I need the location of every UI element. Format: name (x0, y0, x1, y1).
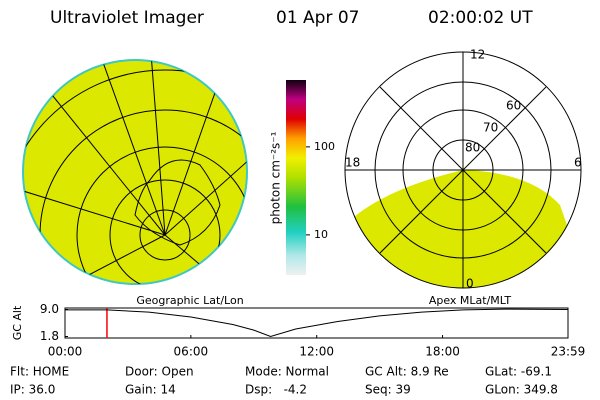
status-field: IP: 36.0 (10, 383, 55, 397)
left-label: Geographic Lat/Lon (136, 294, 243, 307)
mlt-label: 12 (470, 48, 485, 62)
status-field: Door: Open (125, 365, 194, 379)
y-tick-label: 1.8 (40, 329, 59, 343)
mlt-label: 6 (574, 156, 582, 170)
time: 02:00:02 UT (428, 8, 533, 28)
status-field: Flt: HOME (10, 365, 69, 379)
lat-label: 60 (506, 99, 521, 113)
altitude-line (65, 308, 569, 338)
colorbar-tick-label: 10 (314, 228, 328, 241)
lat-label: 80 (465, 141, 480, 155)
title: Ultraviolet Imager (50, 8, 204, 28)
right-label: Apex MLat/MLT (429, 294, 512, 307)
status-field: GC Alt: 8.9 Re (365, 365, 449, 379)
colorbar-label: photon cm⁻²s⁻¹ (269, 131, 283, 224)
status-field: Dsp: -4.2 (245, 383, 307, 397)
x-tick-label: 00:00 (48, 345, 83, 359)
x-tick-label: 23:59 (551, 345, 586, 359)
x-tick-label: 06:00 (174, 345, 209, 359)
polar-image (344, 51, 582, 289)
mlt-label: 0 (466, 277, 474, 291)
x-tick-label: 12:00 (299, 345, 334, 359)
y-tick-label: 9.0 (40, 302, 59, 316)
status-field: Seq: 39 (365, 383, 411, 397)
colorbar-tick-label: 100 (314, 140, 335, 153)
status-field: GLon: 349.8 (485, 383, 558, 397)
x-tick-label: 18:00 (425, 345, 460, 359)
alt-frame (64, 307, 569, 339)
status-field: Mode: Normal (245, 365, 329, 379)
status-field: Gain: 14 (125, 383, 176, 397)
status-field: GLat: -69.1 (485, 365, 552, 379)
colorbar (286, 80, 306, 275)
date: 01 Apr 07 (276, 8, 359, 28)
lat-label: 70 (483, 121, 498, 135)
mlt-label: 18 (345, 156, 360, 170)
y-axis-label: GC Alt (11, 305, 24, 340)
